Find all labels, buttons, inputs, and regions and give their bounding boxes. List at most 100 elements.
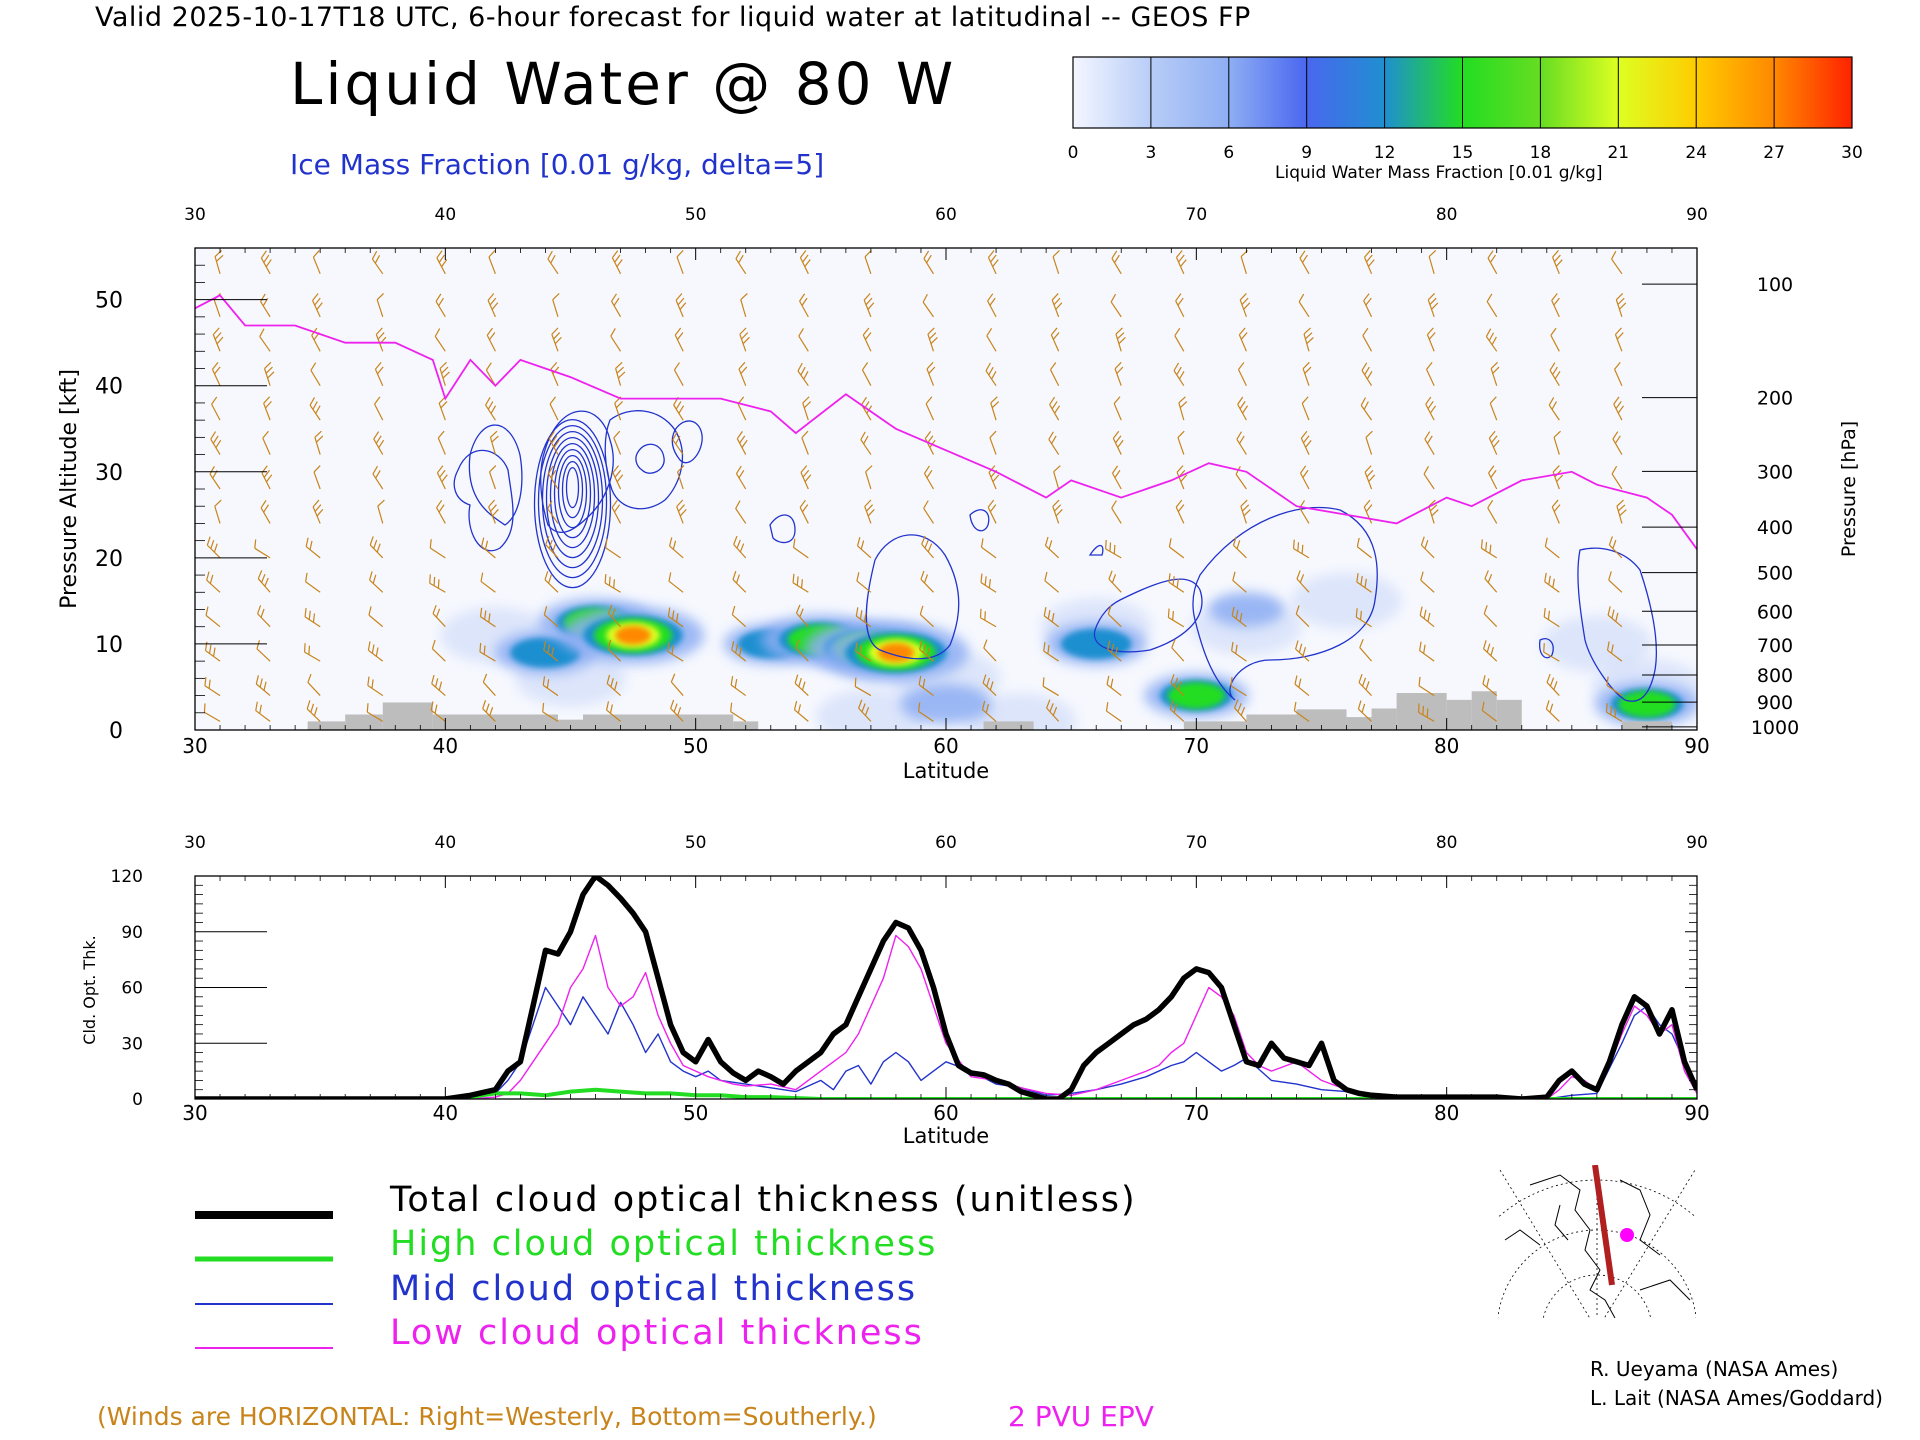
colorbar-tick-label: 12 <box>1374 143 1396 163</box>
wind-barb <box>919 640 934 662</box>
wind-barb <box>854 677 872 697</box>
wind-barb <box>257 605 271 628</box>
wind-barb <box>259 328 271 352</box>
series-low-line <box>195 934 1697 1099</box>
wind-barb <box>488 499 499 524</box>
main-title: Liquid Water @ 80 W <box>290 50 957 118</box>
liquid-water-cell <box>1167 682 1225 709</box>
wind-barb <box>1356 573 1372 593</box>
wind-barb <box>366 703 384 722</box>
pressure-tick-label: 200 <box>1757 388 1793 410</box>
wind-barb <box>1552 250 1563 275</box>
wind-barb <box>740 293 748 318</box>
wind-barb <box>435 293 446 318</box>
wind-barb <box>1549 362 1561 387</box>
wind-barb <box>730 676 747 697</box>
y-tick-label: 30 <box>121 1034 143 1054</box>
wind-barb <box>795 604 809 628</box>
wind-barb <box>374 361 384 386</box>
wind-barb <box>1053 465 1061 490</box>
ice-contour <box>1088 544 1104 556</box>
wind-barb <box>1423 465 1435 490</box>
x-tick-label-top: 50 <box>685 833 707 853</box>
wind-barb <box>792 538 809 559</box>
credit-2: L. Lait (NASA Ames/Goddard) <box>1590 1386 1883 1410</box>
wind-barb <box>1232 571 1247 593</box>
colorbar-tick-label: 0 <box>1068 143 1079 163</box>
legend-mid-label: Mid cloud optical thickness <box>390 1269 918 1309</box>
x-tick-label-top: 40 <box>435 205 457 225</box>
colorbar-tick-label: 30 <box>1841 143 1863 163</box>
wind-barb <box>863 293 875 318</box>
x-tick-label-top: 70 <box>1186 833 1208 853</box>
wind-barb <box>923 500 934 524</box>
wind-barb <box>1177 430 1185 455</box>
liquid-water-cell <box>1060 628 1132 660</box>
wind-barb <box>367 676 384 697</box>
liquid-water-fog <box>1541 615 1652 672</box>
wind-barb <box>865 465 873 490</box>
wind-barb <box>1048 431 1060 455</box>
wind-barb <box>1361 362 1373 387</box>
wind-barb <box>1484 570 1498 593</box>
wind-barb <box>1359 639 1373 662</box>
x-tick-label: 40 <box>433 734 458 758</box>
wind-barb <box>672 431 684 455</box>
colorbar-tick-label: 3 <box>1145 143 1156 163</box>
wind-barb <box>1111 500 1122 524</box>
wind-barb <box>1113 396 1122 421</box>
x-tick-label-top: 90 <box>1686 205 1708 225</box>
wind-barb <box>206 571 221 593</box>
wind-barb <box>1114 361 1124 386</box>
wind-barb <box>1487 500 1498 524</box>
wind-barb <box>1046 699 1060 722</box>
wind-barb <box>676 499 687 524</box>
x-tick-label: 70 <box>1184 734 1209 758</box>
x-axis-label: Latitude <box>903 1124 989 1148</box>
wind-barb <box>304 607 321 628</box>
wind-barb <box>923 250 934 275</box>
wind-barb <box>1112 430 1124 455</box>
colorbar-tick-label: 15 <box>1452 143 1474 163</box>
ice-contour <box>1577 547 1657 702</box>
map-track <box>1592 1165 1615 1286</box>
terrain-block <box>1446 699 1472 730</box>
ice-contour <box>545 436 600 559</box>
wind-barb <box>1105 702 1122 722</box>
series-total-line <box>195 876 1697 1099</box>
epv-note: 2 PVU EPV <box>1008 1400 1154 1433</box>
winds-note: (Winds are HORIZONTAL: Right=Westerly, B… <box>97 1402 877 1431</box>
wind-barb <box>856 572 872 593</box>
wind-barb <box>922 293 934 318</box>
ice-contour <box>557 454 588 529</box>
wind-barb <box>1418 641 1435 662</box>
wind-barb <box>1295 605 1310 628</box>
ice-mass-contours <box>453 410 1657 702</box>
wind-barb <box>1355 608 1372 628</box>
wind-barb <box>1049 396 1061 421</box>
wind-barb <box>676 249 684 275</box>
y-tick-label: 90 <box>121 923 143 943</box>
wind-barb <box>730 702 747 722</box>
wind-barb <box>314 430 324 455</box>
wind-barb <box>1605 703 1623 722</box>
wind-barb <box>312 499 324 524</box>
wind-barb <box>1417 703 1435 722</box>
x-tick-label-top: 50 <box>685 205 707 225</box>
wind-barb <box>1167 608 1185 628</box>
header-line: Valid 2025-10-17T18 UTC, 6-hour forecast… <box>95 2 1251 33</box>
wind-barb <box>1425 362 1435 386</box>
terrain-block <box>1346 717 1372 730</box>
y-tick-label: 40 <box>95 375 123 400</box>
ice-contour <box>537 424 608 579</box>
ice-contour <box>565 466 580 509</box>
liquid-water-cell <box>510 637 581 668</box>
wind-barb <box>377 499 385 524</box>
terrain-block <box>583 714 734 730</box>
wind-barb <box>257 570 271 593</box>
x-tick-label: 80 <box>1434 734 1459 758</box>
wind-barb <box>860 431 872 455</box>
wind-barb <box>1550 327 1560 352</box>
wind-barb <box>1237 362 1247 386</box>
wind-barb <box>545 536 559 559</box>
